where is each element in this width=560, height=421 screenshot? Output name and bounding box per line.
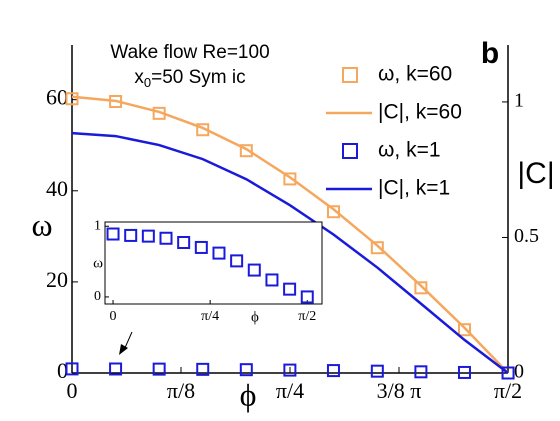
chart-subtitle: x0=50 Sym ic — [134, 67, 245, 90]
square-marker — [239, 363, 253, 377]
square-marker — [230, 254, 244, 268]
square-marker — [370, 364, 384, 378]
inset-x-label: ϕ — [251, 309, 259, 325]
legend-label: |C|, k=1 — [378, 177, 450, 200]
square-marker — [457, 323, 471, 337]
square-marker — [457, 365, 471, 379]
square-marker — [501, 366, 515, 380]
y-tick-label: 40 — [46, 176, 68, 201]
square-marker — [152, 362, 166, 376]
legend-label: |C|, k=60 — [378, 101, 462, 124]
legend-marker — [342, 67, 358, 83]
square-marker — [124, 228, 138, 242]
y-tick-label: 20 — [46, 267, 68, 292]
inset-y-label: ω — [93, 255, 103, 271]
square-marker — [239, 144, 253, 158]
square-marker — [370, 241, 384, 255]
x-tick-label: π/2 — [298, 309, 316, 324]
x-tick-label: π/4 — [201, 309, 219, 324]
subtitle-part: x — [134, 67, 144, 88]
square-marker — [283, 282, 297, 296]
square-marker — [159, 231, 173, 245]
square-marker — [414, 281, 428, 295]
y-tick-label: 0 — [57, 358, 68, 383]
x-tick-label: 0 — [67, 378, 78, 403]
square-marker — [326, 205, 340, 219]
legend-label: ω, k=1 — [378, 139, 441, 162]
square-marker — [141, 229, 155, 243]
square-marker — [196, 362, 210, 376]
chart-title: Wake flow Re=100 — [110, 42, 269, 63]
square-marker — [194, 240, 208, 254]
legend-label: ω, k=60 — [378, 63, 452, 86]
x-tick-label: 3/8 π — [377, 378, 422, 403]
arrow-head — [119, 344, 128, 355]
x-axis-label: ϕ — [240, 376, 257, 412]
square-marker — [326, 364, 340, 378]
square-marker — [283, 363, 297, 377]
square-marker — [265, 273, 279, 287]
subtitle-sub: 0 — [144, 75, 151, 90]
square-marker — [300, 290, 314, 304]
legend-marker — [342, 143, 358, 159]
square-marker — [414, 365, 428, 379]
y-tick-label: 60 — [46, 85, 68, 110]
x-tick-label: π/2 — [494, 378, 522, 403]
y-axis-label: ω — [31, 206, 52, 242]
subtitle-part: =50 Sym ic — [151, 67, 246, 88]
y-tick-label: 1 — [94, 218, 101, 233]
square-marker — [65, 92, 79, 106]
square-marker — [109, 362, 123, 376]
y2-tick-label: 0 — [514, 361, 524, 383]
x-tick-label: π/8 — [167, 378, 195, 403]
x-tick-label: 0 — [110, 309, 117, 324]
y2-axis-label: |C| — [517, 157, 554, 190]
square-marker — [283, 172, 297, 186]
square-marker — [106, 227, 120, 241]
square-marker — [212, 246, 226, 260]
y-tick-label: 0 — [94, 289, 101, 304]
square-marker — [177, 236, 191, 249]
inset-frame — [104, 221, 323, 305]
line-series — [71, 95, 509, 374]
y2-tick-label: 1 — [514, 90, 524, 112]
square-marker — [247, 263, 261, 277]
panel-label: b — [481, 37, 499, 70]
x-tick-label: π/4 — [276, 378, 304, 403]
line-series — [71, 131, 509, 374]
square-marker — [65, 362, 79, 376]
y2-tick-label: 0.5 — [514, 225, 539, 247]
